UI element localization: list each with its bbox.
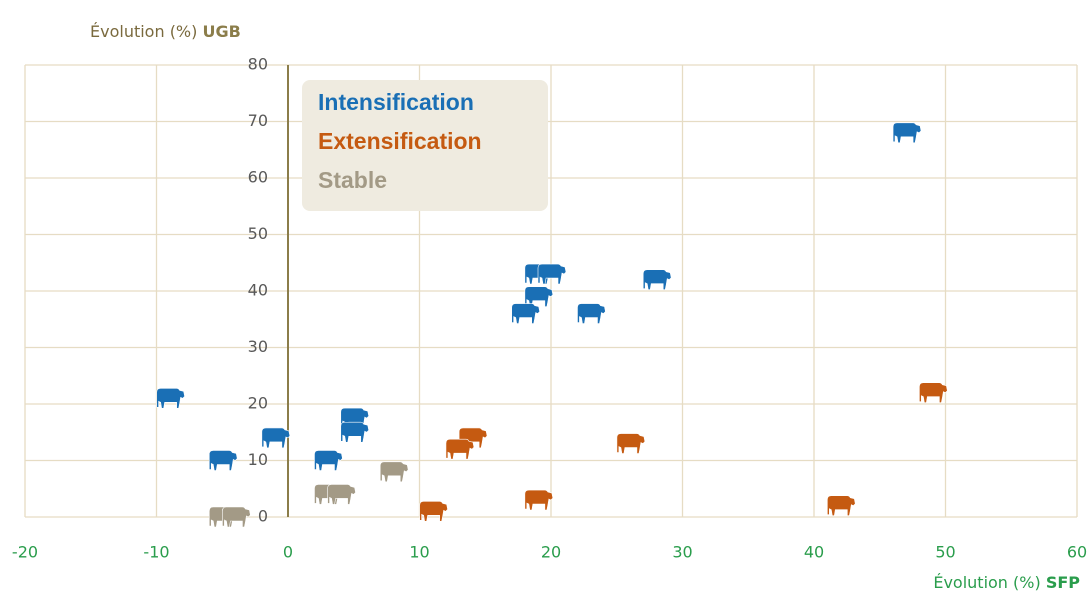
cow-marker <box>537 263 567 285</box>
legend-box <box>302 80 548 211</box>
x-tick-label: 10 <box>409 543 429 562</box>
x-label-text: Évolution (%) <box>933 573 1040 592</box>
y-label-unit: UGB <box>202 22 240 41</box>
x-axis-label: Évolution (%) SFP <box>933 573 1080 592</box>
y-label-text: Évolution (%) <box>90 22 197 41</box>
x-tick-label: -10 <box>143 543 169 562</box>
y-tick-label: 50 <box>248 224 268 243</box>
cow-marker <box>379 461 409 483</box>
cow-marker <box>524 489 554 511</box>
cow-marker <box>826 495 856 517</box>
y-axis-label: Évolution (%) UGB <box>90 22 241 41</box>
y-tick-label: 40 <box>248 281 268 300</box>
y-tick-label: 10 <box>248 450 268 469</box>
legend-entry: Intensification <box>318 89 474 115</box>
cow-marker <box>616 433 646 454</box>
cow-marker <box>445 438 475 460</box>
cow-marker <box>642 269 672 291</box>
legend-entry: Stable <box>318 167 387 193</box>
cow-marker <box>222 506 251 528</box>
legend-entry: Extensification <box>318 128 482 154</box>
cow-marker <box>511 303 541 324</box>
cow-marker <box>892 122 922 144</box>
cow-marker <box>208 450 238 471</box>
y-tick-label: 80 <box>248 55 268 74</box>
x-tick-label: 60 <box>1067 543 1087 562</box>
x-tick-label: 20 <box>541 543 561 562</box>
cow-marker <box>261 427 291 449</box>
x-label-unit: SFP <box>1046 573 1080 592</box>
x-tick-label: 50 <box>935 543 955 562</box>
x-tick-label: 0 <box>283 543 293 562</box>
cow-marker <box>419 501 448 522</box>
y-tick-label: 20 <box>248 394 268 413</box>
cow-marker <box>919 382 948 404</box>
x-tick-label: -20 <box>12 543 38 562</box>
y-tick-label: 0 <box>258 507 268 526</box>
cow-marker <box>156 388 185 409</box>
y-tick-label: 30 <box>248 337 268 356</box>
cow-marker <box>327 484 356 505</box>
cow-marker <box>340 421 370 443</box>
cow-marker <box>577 303 606 324</box>
y-tick-label: 70 <box>248 111 268 130</box>
x-tick-label: 40 <box>804 543 824 562</box>
x-tick-label: 30 <box>672 543 692 562</box>
cow-marker <box>314 450 343 471</box>
y-tick-label: 60 <box>248 168 268 187</box>
